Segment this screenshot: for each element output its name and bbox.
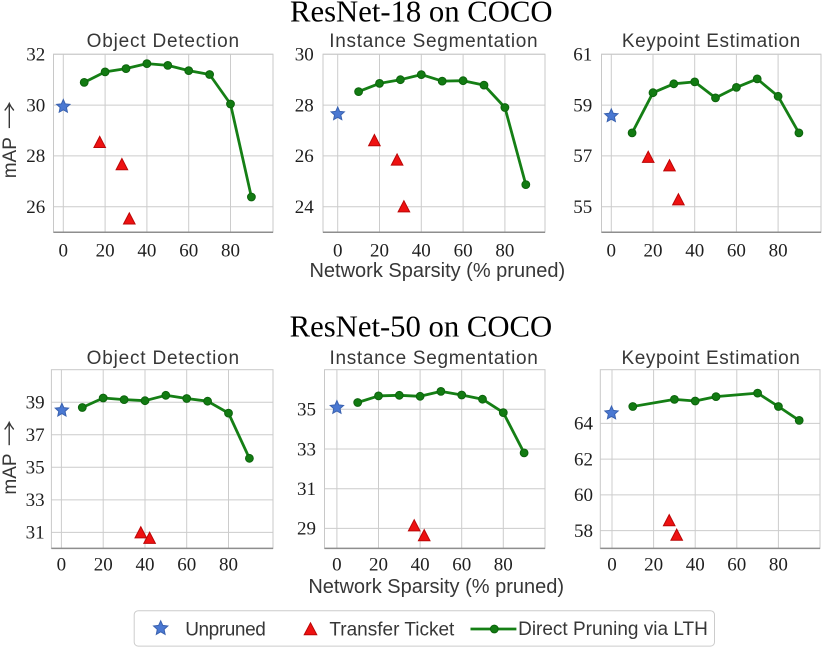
svg-text:80: 80 <box>495 241 514 262</box>
svg-text:35: 35 <box>26 458 45 479</box>
svg-text:29: 29 <box>297 519 316 540</box>
svg-text:Unpruned: Unpruned <box>185 619 265 640</box>
svg-text:Object Detection: Object Detection <box>87 31 240 52</box>
svg-text:0: 0 <box>59 241 69 262</box>
svg-text:61: 61 <box>573 45 592 66</box>
svg-text:39: 39 <box>26 393 45 414</box>
svg-text:ResNet-18 on COCO: ResNet-18 on COCO <box>290 0 553 28</box>
svg-text:40: 40 <box>412 241 431 262</box>
svg-text:26: 26 <box>295 146 314 167</box>
svg-text:0: 0 <box>607 241 617 262</box>
svg-text:35: 35 <box>297 400 316 421</box>
svg-text:31: 31 <box>297 479 316 500</box>
svg-text:Keypoint Estimation: Keypoint Estimation <box>622 31 801 52</box>
svg-text:60: 60 <box>179 241 198 262</box>
svg-text:Network Sparsity (% pruned): Network Sparsity (% pruned) <box>308 576 564 598</box>
svg-text:20: 20 <box>94 554 113 575</box>
svg-text:62: 62 <box>574 449 593 470</box>
svg-text:32: 32 <box>26 45 45 66</box>
svg-text:40: 40 <box>685 241 704 262</box>
svg-text:20: 20 <box>370 241 389 262</box>
svg-text:55: 55 <box>573 197 592 218</box>
svg-text:80: 80 <box>221 241 240 262</box>
svg-text:40: 40 <box>137 241 156 262</box>
svg-text:64: 64 <box>574 414 594 435</box>
svg-text:20: 20 <box>369 554 388 575</box>
svg-text:60: 60 <box>177 554 196 575</box>
svg-text:60: 60 <box>574 485 593 506</box>
svg-text:0: 0 <box>57 554 67 575</box>
svg-text:0: 0 <box>332 554 342 575</box>
svg-text:31: 31 <box>26 523 45 544</box>
svg-text:30: 30 <box>26 95 45 116</box>
svg-text:28: 28 <box>295 95 314 116</box>
svg-text:0: 0 <box>333 241 343 262</box>
svg-text:20: 20 <box>96 241 115 262</box>
svg-text:40: 40 <box>686 554 705 575</box>
svg-text:Instance Segmentation: Instance Segmentation <box>329 348 538 369</box>
svg-text:Object Detection: Object Detection <box>87 348 240 369</box>
svg-text:30: 30 <box>295 45 314 66</box>
svg-text:60: 60 <box>727 241 746 262</box>
svg-text:80: 80 <box>769 554 788 575</box>
svg-text:33: 33 <box>297 439 316 460</box>
svg-text:Transfer Ticket: Transfer Ticket <box>329 619 455 640</box>
svg-text:40: 40 <box>136 554 155 575</box>
svg-text:57: 57 <box>573 146 592 167</box>
svg-text:Keypoint Estimation: Keypoint Estimation <box>622 348 801 369</box>
svg-text:37: 37 <box>26 425 45 446</box>
svg-text:60: 60 <box>452 554 471 575</box>
svg-text:20: 20 <box>644 554 663 575</box>
svg-text:59: 59 <box>573 95 592 116</box>
svg-text:33: 33 <box>26 490 45 511</box>
svg-text:Network Sparsity (% pruned): Network Sparsity (% pruned) <box>309 260 565 282</box>
svg-text:40: 40 <box>411 554 430 575</box>
svg-text:80: 80 <box>769 241 788 262</box>
svg-text:26: 26 <box>26 197 45 218</box>
svg-text:0: 0 <box>607 554 617 575</box>
svg-text:Direct Pruning via LTH: Direct Pruning via LTH <box>518 619 708 640</box>
svg-text:60: 60 <box>454 241 473 262</box>
svg-text:ResNet-50 on COCO: ResNet-50 on COCO <box>290 310 553 344</box>
svg-text:60: 60 <box>727 554 746 575</box>
svg-text:20: 20 <box>644 241 663 262</box>
svg-text:58: 58 <box>574 521 593 542</box>
svg-text:mAP: mAP <box>0 453 21 494</box>
svg-text:28: 28 <box>26 146 45 167</box>
svg-text:80: 80 <box>494 554 513 575</box>
svg-text:mAP: mAP <box>0 137 21 178</box>
svg-text:80: 80 <box>219 554 238 575</box>
svg-text:Instance Segmentation: Instance Segmentation <box>329 31 538 52</box>
svg-text:24: 24 <box>295 197 315 218</box>
